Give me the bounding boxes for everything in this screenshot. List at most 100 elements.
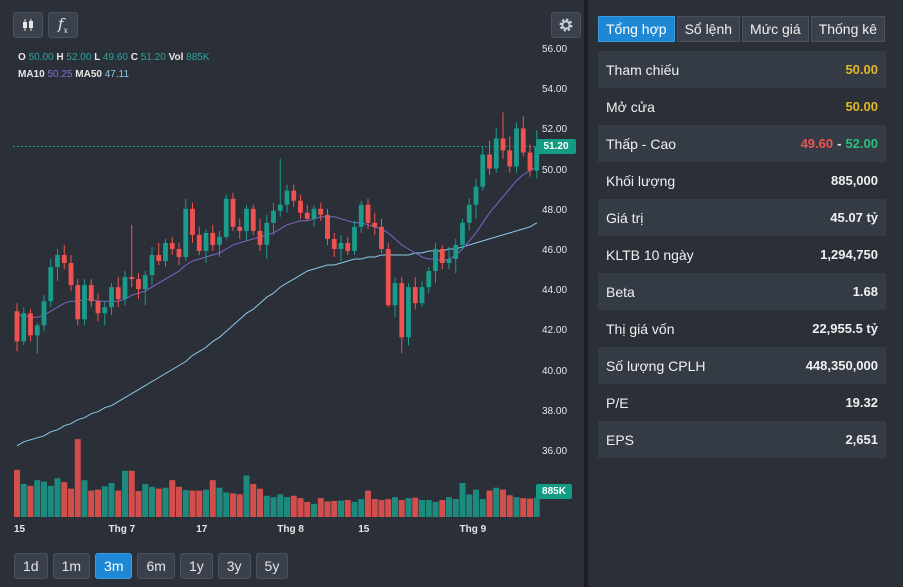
volume-bar (378, 500, 385, 517)
candle-body (28, 313, 33, 336)
label: Giá trị (606, 209, 644, 226)
row-avg-volume-10d: KLTB 10 ngày 1,294,750 (598, 236, 886, 273)
candle-body (95, 301, 101, 314)
volume-bar (432, 501, 439, 517)
chart-type-button[interactable] (13, 12, 43, 38)
candle-body (446, 258, 452, 264)
volume-bar (506, 495, 513, 517)
tab-statistics[interactable]: Thống kê (810, 16, 886, 42)
candle-body (311, 208, 317, 219)
candle-body (237, 226, 243, 231)
volume-bar (405, 498, 412, 517)
volume-bar (128, 470, 135, 517)
volume-bar (500, 489, 506, 517)
candle-body (109, 287, 114, 308)
panel-divider (584, 0, 588, 587)
volume-bar (115, 490, 122, 517)
value: 45.07 tỷ (830, 210, 878, 225)
volume-bar (371, 499, 378, 517)
candle-body (82, 285, 87, 320)
label: Số lượng CPLH (606, 357, 706, 374)
candle-body (217, 236, 222, 245)
candle-body (372, 222, 378, 227)
candle-body (55, 254, 60, 268)
volume-bar (27, 485, 34, 517)
candle-body (419, 287, 425, 304)
row-low-high: Thấp - Cao 49.60-52.00 (598, 125, 886, 162)
candle-body (190, 208, 195, 235)
row-volume: Khối lượng 885,000 (598, 162, 886, 199)
volume-bar (331, 500, 338, 517)
volume-bar (466, 494, 473, 517)
indicator-button[interactable]: fx (48, 12, 78, 38)
settings-button[interactable] (551, 12, 581, 38)
volume-bar (527, 498, 533, 517)
candle-body (21, 313, 27, 342)
price-chart[interactable] (0, 0, 584, 587)
volume-bar (162, 487, 169, 517)
candle-body (433, 248, 438, 272)
volume-bar (263, 495, 270, 517)
candle-body (277, 204, 283, 211)
value: 50.00 (845, 99, 878, 114)
row-reference-price: Tham chiếu 50.00 (598, 51, 886, 88)
label: KLTB 10 ngày (606, 246, 694, 263)
value: 448,350,000 (805, 358, 878, 373)
value: 885,000 (831, 173, 878, 188)
low-value: 49.60 (800, 136, 834, 151)
range-1d-button[interactable]: 1d (14, 553, 48, 579)
range-1m-button[interactable]: 1m (52, 553, 91, 579)
volume-bar (311, 503, 317, 517)
candle-body (514, 128, 519, 167)
y-tick-label: 46.00 (542, 244, 568, 256)
volume-bar (243, 475, 250, 517)
candle-body (325, 214, 330, 239)
tab-summary[interactable]: Tổng hợp (598, 16, 675, 42)
ma-legend: MA10 50.25 MA50 47.11 (18, 69, 130, 80)
candle-body (122, 277, 128, 300)
range-5y-button[interactable]: 5y (255, 553, 289, 579)
volume-bar (317, 498, 324, 517)
volume-bar (365, 490, 371, 517)
candle-body (406, 287, 411, 338)
candle-body (41, 301, 47, 326)
volume-bar (446, 497, 452, 517)
ma50-line (16, 222, 538, 447)
label: Thấp - Cao (606, 135, 677, 152)
value: 49.60-52.00 (801, 136, 878, 151)
candle-body (338, 242, 344, 249)
volume-bar (216, 487, 223, 517)
candle-body (439, 248, 445, 264)
volume-bar (74, 439, 81, 517)
x-tick-label: 15 (14, 524, 26, 535)
volume-bar (250, 483, 257, 517)
volume-bar (324, 501, 331, 517)
value: 1,294,750 (820, 247, 878, 262)
candle-body (102, 307, 108, 314)
range-selector: 1d 1m 3m 6m 1y 3y 5y (14, 553, 289, 579)
range-3m-button[interactable]: 3m (95, 553, 133, 579)
range-3y-button[interactable]: 3y (217, 553, 251, 579)
range-6m-button[interactable]: 6m (137, 553, 175, 579)
tab-price-levels[interactable]: Mức giá (742, 16, 809, 42)
tab-order-book[interactable]: Sổ lệnh (676, 16, 741, 42)
candle-body (527, 152, 533, 171)
candle-body (210, 232, 216, 245)
value: 22,955.5 tỷ (812, 321, 878, 336)
range-1y-button[interactable]: 1y (179, 553, 213, 579)
volume-bar (169, 480, 176, 517)
volume-bar (101, 486, 108, 517)
volume-bar (142, 483, 149, 517)
candle-body (223, 198, 229, 237)
candle-body (399, 283, 405, 338)
row-open-price: Mở cửa 50.00 (598, 88, 886, 125)
value: 1.68 (852, 284, 878, 299)
summary-table: Tham chiếu 50.00 Mở cửa 50.00 Thấp - Cao… (598, 51, 886, 458)
volume-bar (419, 500, 425, 517)
candle-body (304, 212, 310, 219)
volume-bar (209, 480, 216, 517)
volume-bar (34, 480, 41, 517)
candle-body (493, 138, 499, 169)
volume-bar (425, 500, 432, 517)
volume-bar (68, 488, 74, 517)
